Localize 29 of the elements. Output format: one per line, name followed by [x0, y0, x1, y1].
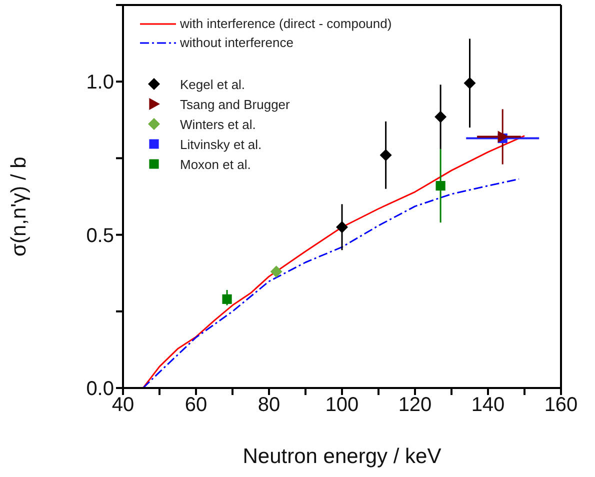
x-tick-label: 160 — [544, 394, 578, 416]
x-tick-label: 60 — [184, 394, 208, 416]
legend-label: Kegel et al. — [180, 76, 246, 92]
point — [270, 266, 282, 278]
point — [434, 110, 447, 123]
x-tick-label: 140 — [471, 394, 505, 416]
legend-label: without interference — [180, 35, 294, 50]
x-tick-label: 40 — [112, 394, 134, 416]
line-series — [142, 178, 520, 388]
x-axis-title: Neutron energy / keV — [242, 445, 442, 468]
y-axis-title: σ(n,n'γ) / b — [7, 156, 30, 256]
point — [498, 130, 509, 143]
point — [336, 221, 348, 234]
point — [436, 180, 446, 191]
y-tick-label: 0.5 — [86, 224, 114, 247]
legend-label: Moxon et al. — [180, 156, 251, 172]
y-tick-label: 0.0 — [86, 378, 114, 400]
legend-label: with interference (direct - compound) — [180, 16, 392, 31]
x-tick-label: 100 — [325, 394, 359, 416]
x-tick-label: 120 — [398, 394, 432, 416]
point — [464, 77, 476, 90]
line-series — [142, 135, 526, 388]
legend-label: Winters et al. — [180, 116, 256, 132]
x-tick-label: 80 — [258, 394, 280, 416]
y-tick-label: 1.0 — [86, 72, 114, 94]
legend-label: Litvinsky et al. — [180, 136, 262, 152]
legend-label: Tsang and Brugger — [180, 96, 290, 112]
point — [380, 149, 392, 162]
point — [222, 294, 232, 304]
